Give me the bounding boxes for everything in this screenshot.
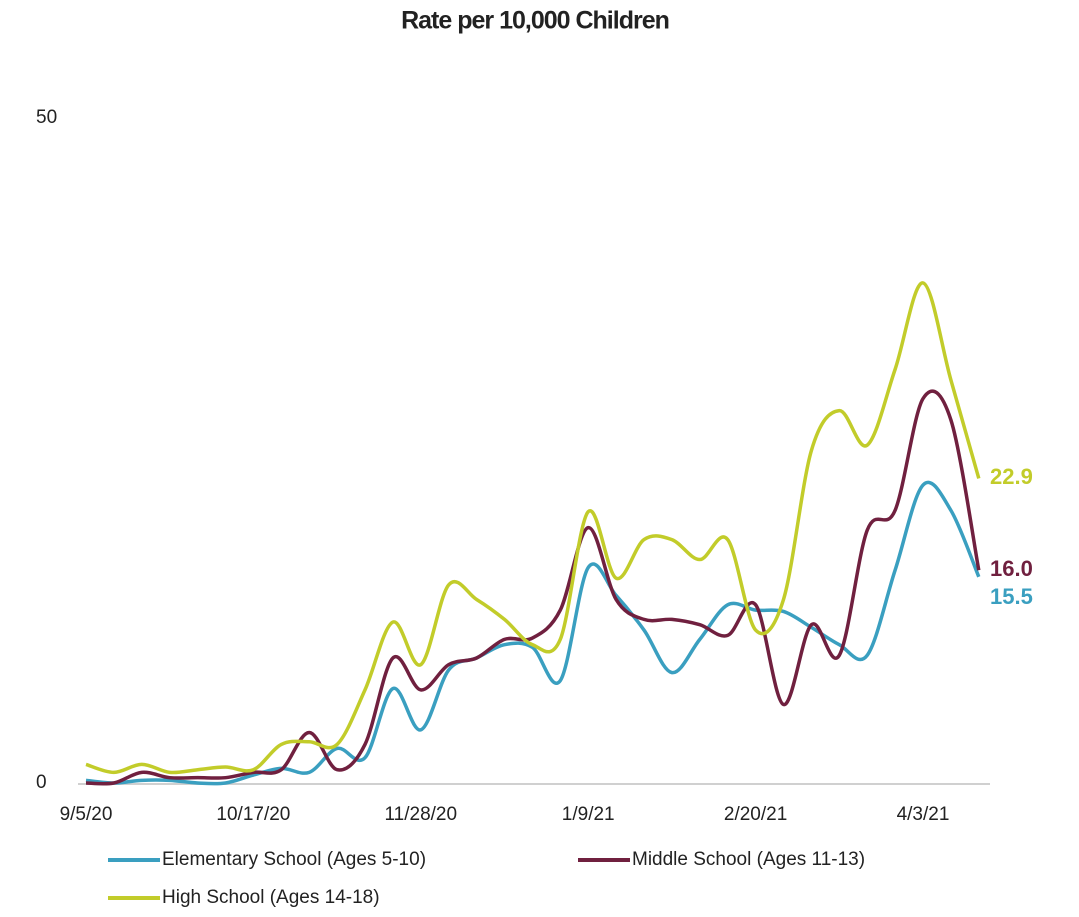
series-line <box>85 389 981 786</box>
chart-title: Rate per 10,000 Children <box>401 7 669 35</box>
end-label: 22.9 <box>990 464 1033 489</box>
end-label: 15.5 <box>990 584 1033 609</box>
end-label: 16.0 <box>990 556 1033 581</box>
series-line <box>85 281 981 775</box>
x-tick-label: 9/5/20 <box>60 804 113 825</box>
legend-label: High School (Ages 14-18) <box>162 887 380 908</box>
series-line <box>85 480 981 786</box>
x-tick-label: 2/20/21 <box>724 804 787 825</box>
x-tick-label: 1/9/21 <box>562 804 615 825</box>
x-tick-label: 10/17/20 <box>216 804 290 825</box>
x-tick-label: 11/28/20 <box>385 804 458 825</box>
y-tick-label: 0 <box>36 772 47 793</box>
legend-label: Elementary School (Ages 5-10) <box>162 849 426 870</box>
legend-label: Middle School (Ages 11-13) <box>632 849 865 870</box>
y-tick-label: 50 <box>36 107 57 128</box>
x-tick-label: 4/3/21 <box>897 804 950 825</box>
